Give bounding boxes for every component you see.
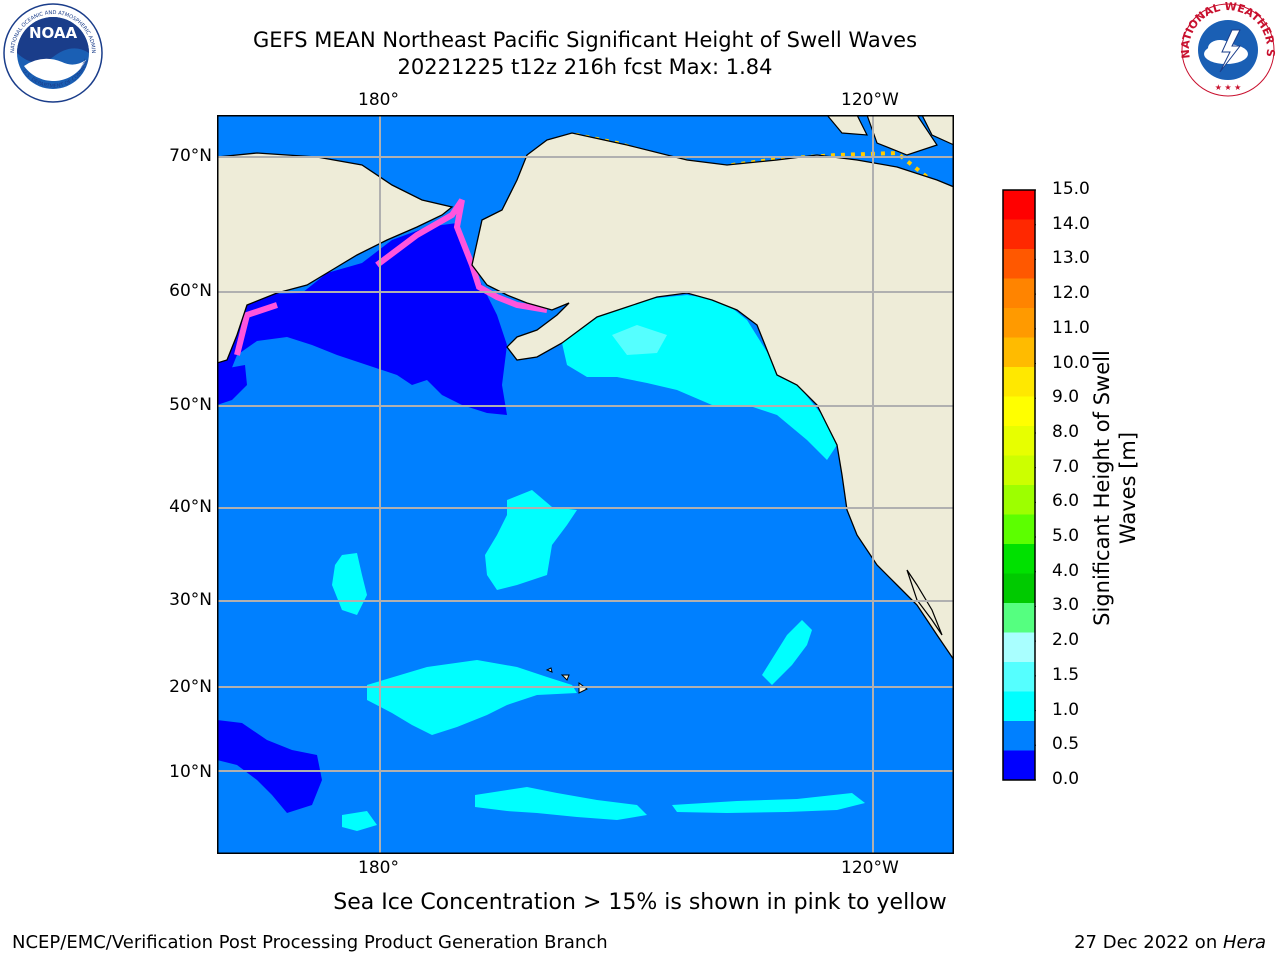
colorbar-tick-label: 11.0	[1052, 317, 1090, 338]
lon-label-bottom-120w: 120°W	[841, 858, 899, 878]
colorbar-tick-label: 9.0	[1052, 387, 1080, 408]
colorbar-segment	[1003, 278, 1035, 309]
colorbar-tick-label: 0.5	[1052, 734, 1080, 755]
colorbar-segment	[1003, 750, 1035, 781]
colorbar-segment	[1003, 632, 1035, 663]
datestamp-date: 27 Dec 2022 on	[1074, 932, 1223, 953]
colorbar-tick-label: 12.0	[1052, 283, 1090, 304]
colorbar-tick-label: 1.5	[1052, 664, 1080, 685]
bering-sea-region	[217, 223, 507, 415]
colorbar-segment	[1003, 219, 1035, 250]
colorbar-segment	[1003, 337, 1035, 368]
sea-ice-footnote-text: Sea Ice Concentration > 15% is shown in …	[333, 890, 947, 915]
lon-label-bottom-180: 180°	[358, 858, 399, 878]
graticule	[217, 115, 954, 854]
colorbar-segment	[1003, 721, 1035, 751]
lon-label-top-120w: 120°W	[841, 90, 899, 110]
colorbar-segment	[1003, 544, 1035, 574]
nws-stars: ★ ★ ★	[1215, 83, 1242, 92]
colorbar-segment	[1003, 455, 1035, 486]
colorbar-tick-label: 8.0	[1052, 421, 1080, 442]
colorbar-tick-label: 15.0	[1052, 179, 1090, 199]
lat-label-70n: 70°N	[169, 146, 212, 166]
colorbar-tick-label: 0.0	[1052, 769, 1080, 789]
datestamp: 27 Dec 2022 on Hera	[1074, 932, 1266, 953]
colorbar-segment	[1003, 426, 1035, 456]
colorbar-segment	[1003, 308, 1035, 338]
land-alaska-canada	[471, 132, 954, 662]
colorbar	[1002, 189, 1036, 781]
noaa-logo-text: NOAA	[29, 24, 78, 42]
dark-blue-nw-region	[217, 365, 247, 405]
land-siberia	[217, 152, 454, 364]
cyan-patch-5n-east	[672, 793, 865, 813]
lon-label-top-180: 180°	[358, 90, 399, 110]
colorbar-tick-label: 13.0	[1052, 248, 1090, 269]
colorbar-segment	[1003, 662, 1035, 692]
colorbar-segment	[1003, 514, 1035, 545]
colorbar-segment	[1003, 249, 1035, 279]
map-frame	[217, 115, 954, 854]
map-plot	[217, 115, 954, 854]
colorbar-tick-label: 14.0	[1052, 213, 1090, 234]
chart-title: GEFS MEAN Northeast Pacific Significant …	[252, 28, 918, 52]
colorbar-tick-label: 10.0	[1052, 352, 1090, 373]
cyan-patch-5n-west	[475, 787, 647, 820]
dark-blue-sw-region	[217, 720, 322, 813]
lat-label-10n: 10°N	[169, 762, 212, 782]
chart-subtitle: 20221225 t12z 216h fcst Max: 1.84	[397, 55, 773, 79]
lat-label-30n: 30°N	[169, 590, 212, 610]
colorbar-segment	[1003, 190, 1035, 220]
colorbar-segment	[1003, 691, 1035, 722]
lat-label-20n: 20°N	[169, 677, 212, 697]
nws-logo: NATIONAL WEATHER SERVICE ★ ★ ★	[1180, 2, 1276, 97]
colorbar-tick-label: 4.0	[1052, 560, 1080, 581]
colorbar-segment	[1003, 396, 1035, 427]
cyan-patch-20n	[367, 660, 577, 735]
sea-ice-fringe	[234, 198, 548, 356]
cyan-patch-0n	[342, 811, 377, 831]
colorbar-segment	[1003, 603, 1035, 633]
colorbar-frame	[1002, 189, 1036, 781]
credit-line: NCEP/EMC/Verification Post Processing Pr…	[12, 932, 608, 953]
colorbar-tick-label: 6.0	[1052, 491, 1080, 512]
colorbar-segment	[1003, 573, 1035, 604]
colorbar-segment	[1003, 367, 1035, 397]
cyan-patch-40n	[485, 490, 577, 590]
colorbar-tick-label: 1.0	[1052, 699, 1080, 720]
datestamp-machine: Hera	[1222, 932, 1266, 953]
colorbar-tick-label: 7.0	[1052, 456, 1080, 477]
gulf-alaska-region-inner	[612, 325, 667, 355]
colorbar-label: Significant Height of Swell Waves [m]	[1090, 350, 1140, 626]
cyan-patch-30n-west	[332, 553, 367, 615]
lat-label-40n: 40°N	[169, 497, 212, 517]
colorbar-tick-label: 5.0	[1052, 526, 1080, 547]
colorbar-tick-label: 3.0	[1052, 595, 1080, 616]
lat-label-50n: 50°N	[169, 395, 212, 415]
noaa-logo: NOAA NATIONAL OCEANIC AND ATMOSPHERIC AD…	[2, 2, 103, 103]
land-arctic-islands	[826, 115, 954, 156]
colorbar-segment	[1003, 485, 1035, 515]
sea-ice-footnote: Sea Ice Concentration > 15% is shown in …	[0, 890, 1280, 915]
lat-label-60n: 60°N	[169, 281, 212, 301]
colorbar-tick-label: 2.0	[1052, 630, 1080, 651]
cyan-patch-25n-east	[762, 620, 812, 685]
